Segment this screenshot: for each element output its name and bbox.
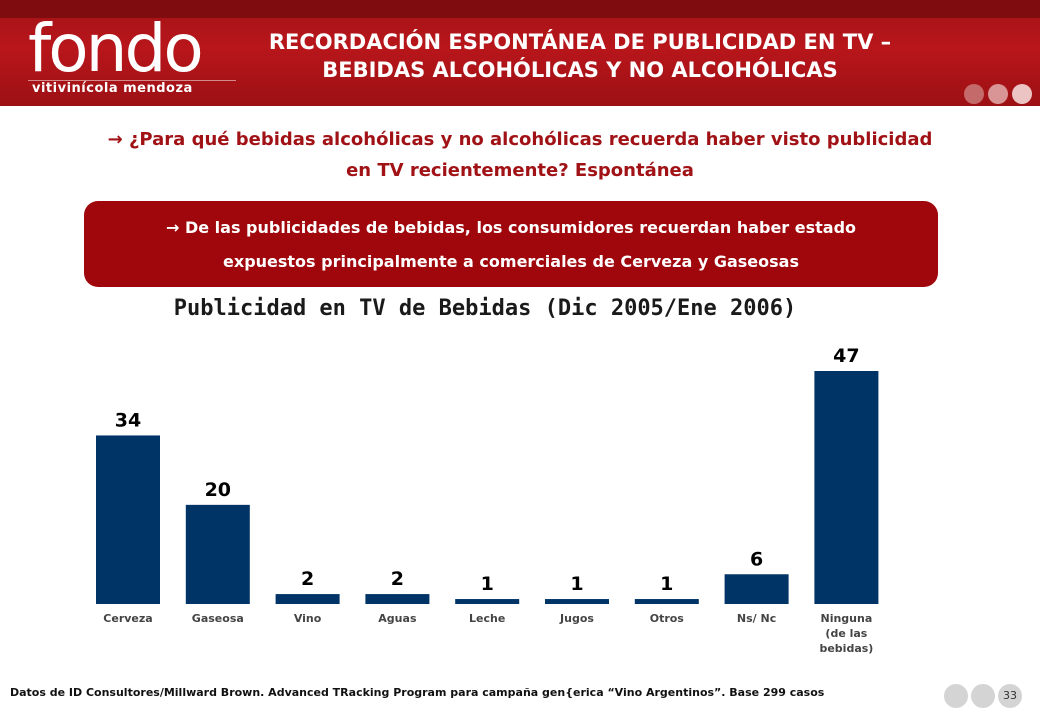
pager-dot: [944, 684, 968, 708]
category-label: Ninguna: [821, 612, 873, 625]
survey-question-text: ¿Para qué bebidas alcohólicas y no alcoh…: [128, 129, 933, 181]
page-number: 33: [998, 684, 1022, 708]
decorative-dots: [964, 84, 1032, 104]
bar-ninguna: [814, 371, 879, 604]
decor-dot: [988, 84, 1008, 104]
slide-title-line2: BEBIDAS ALCOHÓLICAS Y NO ALCOHÓLICAS: [322, 58, 838, 82]
category-label: Ns/ Nc: [737, 612, 776, 625]
decor-dot: [964, 84, 984, 104]
data-label: 2: [301, 568, 314, 590]
data-label: 47: [833, 345, 859, 367]
key-finding-line1: → De las publicidades de bebidas, los co…: [84, 211, 938, 245]
category-label: Otros: [650, 612, 685, 625]
logo: fondo vitivinícola mendoza: [28, 16, 236, 102]
category-label: Aguas: [378, 612, 417, 625]
category-label: Leche: [469, 612, 505, 625]
category-label: Gaseosa: [192, 612, 244, 625]
data-label: 1: [660, 573, 673, 595]
category-label: Jugos: [559, 612, 594, 625]
header-top-strip: [0, 0, 1040, 18]
bar-otros: [634, 599, 699, 604]
category-label: Cerveza: [103, 612, 152, 625]
logo-wordmark: fondo: [28, 10, 204, 87]
bar-leche: [455, 599, 520, 604]
pager-dot: [971, 684, 995, 708]
chart-title: Publicidad en TV de Bebidas (Dic 2005/En…: [173, 296, 797, 321]
bar-gaseosa: [185, 504, 250, 604]
source-footnote: Datos de ID Consultores/Millward Brown. …: [10, 686, 825, 699]
category-label: (de las: [825, 627, 867, 640]
category-label: Vino: [294, 612, 322, 625]
key-finding-text2: expuestos principalmente a comerciales d…: [223, 252, 799, 271]
page-indicator: 33: [944, 684, 1022, 708]
slide-title-line1: RECORDACIÓN ESPONTÁNEA DE PUBLICIDAD EN …: [268, 30, 892, 54]
bar-cerveza: [96, 435, 160, 604]
logo-subtitle: vitivinícola mendoza: [32, 81, 193, 96]
arrow-right-icon: →: [165, 218, 180, 237]
data-label: 6: [750, 548, 763, 570]
header-banner: fondo vitivinícola mendoza RECORDACIÓN E…: [0, 0, 1040, 106]
slide-title: RECORDACIÓN ESPONTÁNEA DE PUBLICIDAD EN …: [210, 28, 950, 84]
data-label: 20: [205, 479, 231, 501]
arrow-right-icon: →: [107, 129, 123, 150]
key-finding-text1: De las publicidades de bebidas, los cons…: [184, 218, 857, 237]
bar-ns: [724, 574, 789, 604]
key-finding-callout: → De las publicidades de bebidas, los co…: [84, 201, 938, 287]
data-label: 2: [391, 568, 404, 590]
bar-aguas: [365, 594, 430, 604]
survey-question: → ¿Para qué bebidas alcohólicas y no alc…: [95, 124, 945, 186]
data-label: 1: [481, 573, 494, 595]
bar-jugos: [545, 599, 609, 604]
bar-vino: [275, 594, 340, 604]
decor-dot: [1012, 84, 1032, 104]
bar-chart: 34 Cerveza 20 Gaseosa 2 Vino 2 Aguas 1 Leche 1 Jugo…: [96, 345, 879, 655]
logo-divider: [28, 80, 236, 81]
data-label: 34: [115, 409, 141, 431]
category-label: bebidas): [819, 642, 873, 655]
data-label: 1: [570, 573, 583, 595]
